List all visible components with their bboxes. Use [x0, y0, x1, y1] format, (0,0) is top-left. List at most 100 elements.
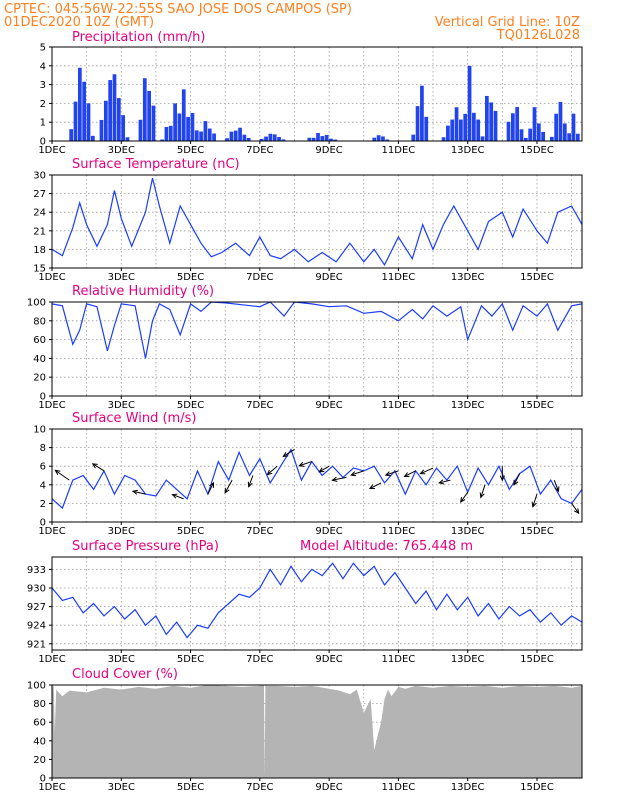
- precip-bar: [528, 128, 533, 141]
- precip-bar: [324, 134, 329, 141]
- precip-bar: [160, 139, 164, 141]
- panel-title: Cloud Cover (%): [72, 667, 178, 682]
- panel-rh: 0 20 40 60 80 100 1DEC 3DEC 5DEC 7DEC 9DEC 11DEC 13D…: [27, 284, 583, 411]
- wind-arrow-head: [350, 471, 357, 477]
- x-tick-label: 15DEC: [520, 782, 554, 793]
- panel-precip: 0 1 2 3 4 5 1DEC 3DEC 5DEC 7DEC 9DEC 11DEC 13DEC 15DE…: [38, 30, 583, 156]
- wind-arrow-shaft: [299, 461, 312, 467]
- precip-bar: [151, 105, 156, 141]
- wind-arrow-shaft: [132, 490, 146, 495]
- x-tick-label: 3DEC: [108, 654, 135, 665]
- precip-bar: [541, 131, 546, 141]
- precip-bar: [311, 137, 316, 141]
- x-tick-label: 11DEC: [382, 782, 416, 793]
- panel-frame: [51, 46, 583, 142]
- y-tick-label: 0: [40, 774, 46, 785]
- y-tick-label: 4: [40, 61, 46, 72]
- x-tick-label: 1DEC: [38, 400, 65, 411]
- x-tick-label: 13DEC: [451, 145, 485, 156]
- precip-bar: [376, 135, 381, 141]
- y-tick-label: 5: [40, 43, 46, 54]
- precip-bar: [459, 119, 463, 141]
- wind-arrow-shaft: [420, 467, 434, 475]
- precip-bar: [415, 106, 420, 141]
- x-tick-label: 5DEC: [177, 782, 204, 793]
- precip-bar: [142, 78, 147, 141]
- x-tick-label: 13DEC: [451, 400, 485, 411]
- precip-bar: [69, 129, 74, 141]
- y-tick-label: 100: [27, 298, 46, 309]
- x-tick-label: 7DEC: [246, 782, 273, 793]
- precip-bar: [268, 133, 273, 141]
- y-tick-label: 0: [40, 518, 46, 529]
- x-tick-label: 11DEC: [382, 145, 416, 156]
- precip-bar: [420, 85, 424, 141]
- y-tick-label: 2: [40, 99, 46, 110]
- y-tick-label: 30: [33, 171, 46, 182]
- y-tick-label: 40: [33, 354, 46, 365]
- panel-title-right: Model Altitude: 765.448 m: [300, 539, 473, 554]
- wind-arrow-head: [54, 469, 61, 475]
- temp-series-line: [51, 177, 583, 267]
- precip-bar: [173, 103, 177, 141]
- wind-arrow-shaft: [55, 469, 70, 481]
- precip-bar: [229, 131, 234, 141]
- y-tick-label: 100: [27, 681, 46, 692]
- precip-bar: [372, 137, 377, 141]
- y-tick-label: 4: [40, 480, 46, 491]
- wind-arrow-head: [499, 475, 505, 482]
- x-tick-label: 5DEC: [177, 272, 204, 283]
- precip-bar: [510, 113, 515, 141]
- precip-bar: [194, 130, 199, 141]
- x-tick-label: 15DEC: [520, 400, 554, 411]
- y-tick-label: 8: [40, 443, 46, 454]
- wind-arrow-head: [171, 493, 178, 499]
- wind-arrow-shaft: [532, 493, 538, 507]
- precip-bar: [168, 125, 173, 141]
- wind-arrow-shaft: [172, 494, 184, 500]
- wind-arrow-shaft: [439, 479, 451, 484]
- precip-bar: [446, 125, 450, 141]
- y-tick-label: 21: [33, 226, 46, 237]
- precip-bar: [233, 130, 238, 141]
- precip-bar: [108, 80, 113, 141]
- precip-bar: [203, 121, 208, 141]
- precip-bar: [281, 139, 286, 141]
- wind-arrow-head: [224, 487, 230, 494]
- wind-arrow-head: [331, 476, 338, 482]
- precip-bar: [515, 107, 520, 141]
- cloud-cover-area: [52, 685, 582, 778]
- wind-arrow-shaft: [385, 470, 399, 476]
- x-tick-label: 7DEC: [246, 145, 273, 156]
- precip-bar: [99, 119, 104, 141]
- precip-bar: [472, 112, 476, 141]
- wind-arrow-head: [554, 486, 560, 493]
- x-tick-label: 5DEC: [177, 145, 204, 156]
- panel-title: Surface Temperature (nC): [72, 157, 240, 172]
- x-tick-label: 7DEC: [246, 526, 273, 537]
- precip-bar: [506, 121, 511, 141]
- panels-group: 0 1 2 3 4 5 1DEC 3DEC 5DEC 7DEC 9DEC 11DEC 13DEC 15DE…: [27, 30, 583, 793]
- precip-bar: [82, 81, 87, 141]
- wind-arrow-head: [403, 472, 410, 478]
- precip-bar: [73, 101, 78, 141]
- precip-bar: [441, 137, 446, 141]
- panel-title: Surface Wind (m/s): [72, 411, 196, 426]
- header-run-time: 01DEC2020 10Z (GMT): [4, 15, 154, 30]
- wind-arrow-shaft: [283, 449, 295, 457]
- precip-bar: [125, 137, 130, 141]
- y-tick-label: 60: [33, 718, 46, 729]
- x-tick-label: 3DEC: [108, 782, 135, 793]
- wind-arrow-head: [531, 501, 537, 508]
- precip-bar: [103, 100, 108, 141]
- precip-bar: [523, 137, 528, 141]
- header-grid-note: Vertical Grid Line: 10Z: [435, 15, 580, 30]
- wind-arrow-head: [573, 508, 580, 515]
- wind-arrow-head: [131, 489, 138, 495]
- y-tick-label: 10: [33, 425, 46, 436]
- wind-arrow-shaft: [332, 476, 347, 481]
- wind-arrow-shaft: [513, 473, 521, 486]
- precip-bar: [272, 134, 277, 141]
- precip-bar: [467, 65, 472, 141]
- precip-bar: [77, 67, 82, 141]
